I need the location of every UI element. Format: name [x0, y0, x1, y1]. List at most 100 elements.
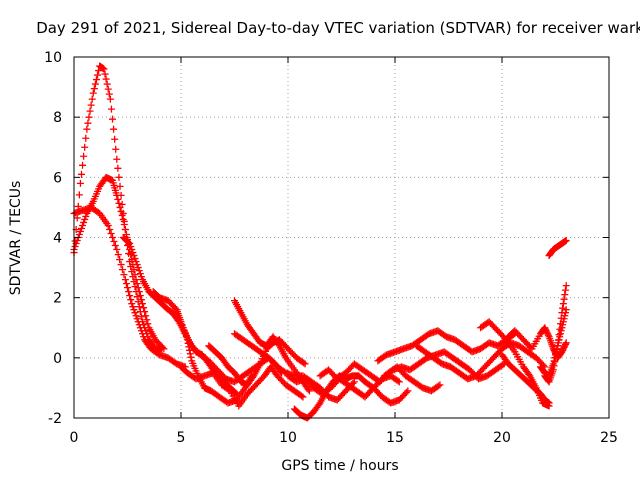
- data-point-marker: [125, 239, 133, 247]
- data-point-marker: [104, 221, 112, 229]
- data-point-marker: [126, 292, 134, 300]
- data-point-marker: [116, 256, 124, 264]
- data-point-marker: [134, 284, 142, 292]
- y-tick-label: 6: [53, 170, 62, 186]
- data-point-marker: [561, 342, 569, 350]
- data-point-marker: [135, 321, 143, 329]
- data-point-marker: [90, 85, 98, 93]
- data-point-marker: [75, 230, 83, 238]
- data-point-marker: [114, 251, 122, 259]
- data-point-marker: [249, 373, 257, 381]
- chart-title: Day 291 of 2021, Sidereal Day-to-day VTE…: [36, 19, 640, 37]
- data-point-marker: [134, 264, 142, 272]
- data-point-marker: [94, 71, 102, 79]
- data-point-marker: [109, 234, 117, 241]
- series-track-13: [316, 360, 444, 395]
- data-point-marker: [171, 304, 179, 312]
- data-point-marker: [120, 271, 128, 279]
- data-point-marker: [102, 75, 110, 83]
- data-point-marker: [542, 327, 550, 335]
- data-point-marker: [559, 345, 567, 353]
- data-point-marker: [545, 399, 553, 407]
- data-point-marker: [562, 306, 570, 314]
- data-point-marker: [75, 191, 83, 199]
- data-point-marker: [143, 316, 151, 324]
- data-point-marker: [132, 312, 140, 320]
- data-point-marker: [85, 113, 93, 121]
- data-point-marker: [117, 207, 125, 215]
- y-tick-labels: -2 0 2 4 6 8 10: [44, 50, 62, 427]
- data-point-marker: [541, 324, 549, 332]
- x-tick-label: 25: [600, 430, 618, 446]
- data-point-marker: [137, 273, 145, 281]
- axis-ticks: [73, 56, 610, 419]
- y-axis-title: SDTVAR / TECUs: [8, 181, 24, 296]
- data-point-marker: [73, 237, 81, 245]
- data-point-marker: [120, 220, 128, 228]
- data-point-marker: [131, 271, 139, 279]
- data-point-marker: [559, 304, 567, 312]
- data-point-marker: [136, 292, 144, 300]
- data-point-marker: [124, 284, 131, 292]
- data-point-marker: [77, 224, 85, 232]
- data-point-marker: [83, 125, 91, 133]
- data-point-marker: [92, 76, 100, 84]
- data-point-marker: [87, 101, 95, 109]
- data-point-marker: [77, 170, 85, 178]
- x-tick-label: 10: [279, 430, 297, 446]
- data-point-marker: [111, 135, 119, 143]
- data-point-marker: [556, 320, 564, 328]
- data-point-marker: [137, 296, 145, 304]
- data-point-marker: [136, 324, 144, 332]
- series-track-10: [231, 330, 358, 404]
- data-point-marker: [81, 143, 89, 151]
- data-point-marker: [111, 242, 119, 250]
- series-track-18: [498, 351, 553, 407]
- data-point-marker: [84, 119, 92, 127]
- data-point-marker: [544, 331, 552, 339]
- data-point-marker: [127, 296, 135, 304]
- data-point-marker: [350, 378, 358, 386]
- data-point-marker: [79, 221, 87, 229]
- data-point-marker: [542, 325, 550, 333]
- data-point-marker: [112, 145, 120, 153]
- series-track-8: [205, 336, 309, 389]
- data-point-marker: [79, 161, 87, 169]
- data-point-marker: [106, 95, 114, 103]
- data-point-marker: [274, 340, 282, 348]
- data-point-marker: [89, 89, 97, 97]
- data-point-marker: [117, 261, 125, 269]
- data-point-marker: [130, 252, 138, 260]
- data-point-marker: [88, 95, 96, 103]
- data-point-marker: [549, 366, 557, 374]
- series-track-21: [541, 282, 570, 386]
- data-point-marker: [435, 382, 443, 390]
- data-point-marker: [121, 225, 129, 233]
- data-point-marker: [71, 243, 79, 251]
- data-point-marker: [107, 229, 115, 237]
- data-markers: [70, 62, 570, 422]
- grid-lines: [74, 57, 609, 418]
- data-point-marker: [128, 246, 136, 254]
- series-track-7: [177, 363, 307, 410]
- data-point-marker: [174, 316, 182, 324]
- series-track-19: [504, 324, 570, 362]
- data-point-marker: [187, 353, 195, 361]
- data-point-marker: [118, 211, 126, 219]
- data-point-marker: [133, 293, 141, 301]
- data-point-marker: [395, 378, 403, 386]
- data-point-marker: [544, 330, 552, 338]
- data-point-marker: [138, 300, 146, 308]
- x-tick-labels: 0 5 10 15 20 25: [70, 430, 618, 446]
- data-point-marker: [104, 85, 112, 93]
- data-point-marker: [298, 392, 306, 400]
- data-point-marker: [299, 393, 307, 401]
- data-point-marker: [561, 291, 569, 299]
- data-point-marker: [525, 370, 533, 378]
- data-point-marker: [305, 387, 313, 395]
- data-point-marker: [110, 238, 118, 246]
- data-point-marker: [82, 134, 90, 142]
- data-point-marker: [81, 215, 89, 223]
- data-point-marker: [555, 331, 563, 339]
